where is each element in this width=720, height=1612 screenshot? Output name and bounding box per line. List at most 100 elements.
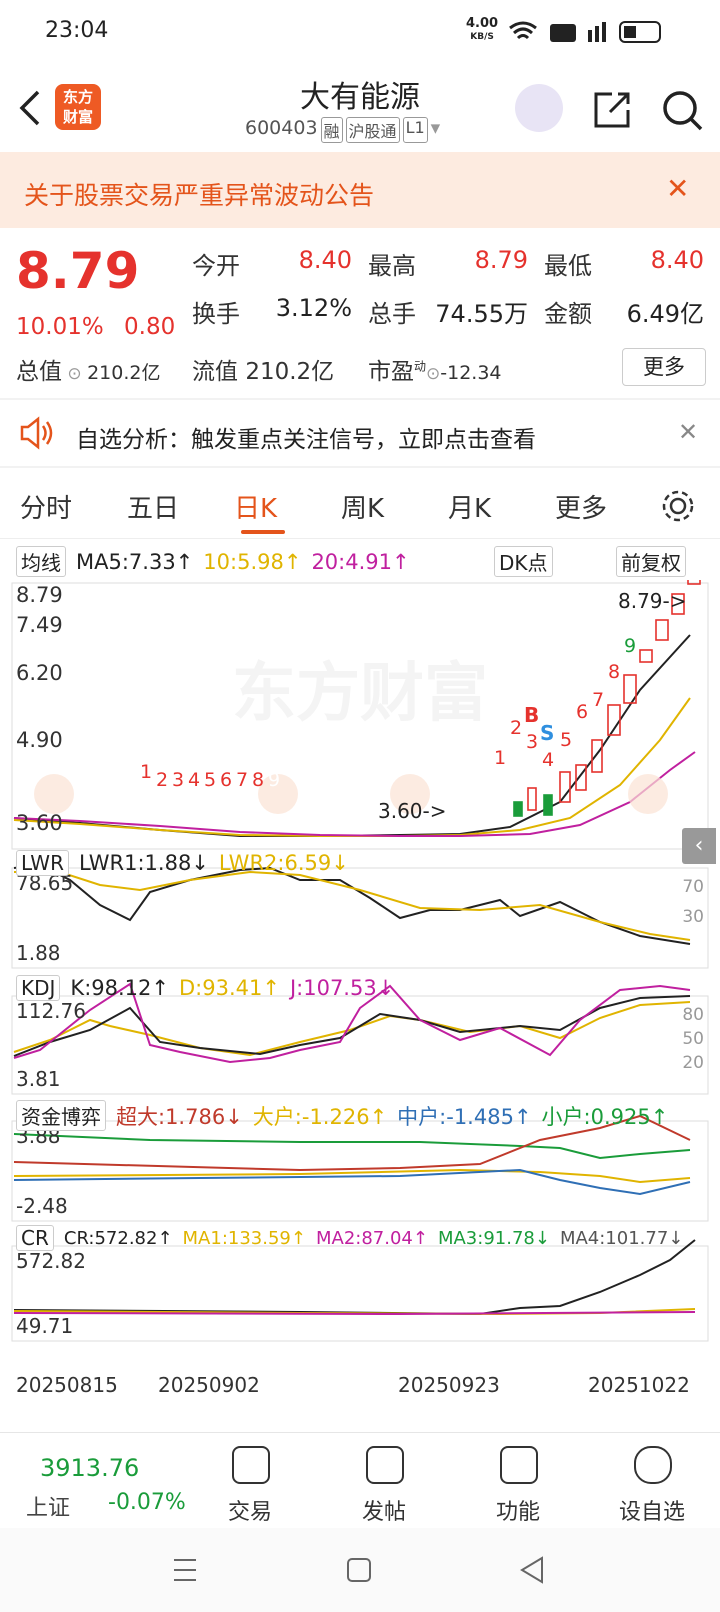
dk-button[interactable]: DK点 bbox=[494, 546, 553, 577]
speed-unit: KB/S bbox=[470, 32, 494, 42]
nav-icon bbox=[232, 1446, 270, 1484]
panel-item: 中户:-1.485↑ bbox=[397, 1104, 532, 1129]
field-value: 74.55万 bbox=[435, 300, 528, 328]
index-change: -0.07% bbox=[108, 1490, 186, 1515]
tab-underline bbox=[241, 530, 285, 534]
fund-small bbox=[13, 1133, 691, 1160]
panel-selector[interactable]: CR bbox=[16, 1225, 54, 1251]
panel-item: LWR2:6.59↓ bbox=[218, 851, 349, 875]
notice: 关于股票交易严重异常波动公告 bbox=[24, 181, 375, 210]
date-label: 20250923 bbox=[398, 1373, 500, 1397]
fq-button[interactable]: 前复权 bbox=[616, 546, 686, 577]
panel-item: 小户:0.925↑ bbox=[541, 1104, 669, 1129]
panel-right-label: 70 bbox=[682, 877, 704, 897]
nav-icon bbox=[634, 1446, 672, 1484]
nine-seq: 5 bbox=[204, 769, 216, 791]
lwr1 bbox=[13, 863, 691, 945]
last-label: 8.79-> bbox=[618, 589, 687, 613]
logo[interactable]: 东方 财富 bbox=[55, 84, 101, 130]
more-button[interactable]: 更多 bbox=[622, 348, 706, 386]
tab[interactable]: 更多 bbox=[555, 494, 608, 524]
fund-mid bbox=[13, 1168, 691, 1196]
panel-left-label: -2.48 bbox=[16, 1194, 68, 1218]
nav-label[interactable]: 发帖 bbox=[361, 1500, 406, 1525]
field-value: 8.79 bbox=[474, 246, 528, 274]
nav-prev[interactable] bbox=[390, 774, 430, 814]
panel-header: KDJ K:98.12↑ D:93.41↑ J:107.53↓ bbox=[16, 975, 394, 1001]
panel-header: CR CR:572.82↑ MA1:133.59↑ MA2:87.04↑ MA3:91.… bbox=[16, 1225, 683, 1251]
tab[interactable]: 周K bbox=[341, 494, 385, 524]
nine-seq: 2 bbox=[510, 717, 522, 739]
candles bbox=[513, 580, 701, 817]
nine-seq: 8 bbox=[608, 661, 620, 683]
nine-seq: 6 bbox=[220, 769, 232, 791]
sup: 动 bbox=[414, 359, 427, 374]
logo-text: 财富 bbox=[62, 108, 93, 126]
panel-selector[interactable]: KDJ bbox=[16, 975, 61, 1001]
nav-icon bbox=[500, 1446, 538, 1484]
field-value: 8.40 bbox=[298, 246, 352, 274]
field-label: 今开 bbox=[192, 252, 240, 280]
nav-label[interactable]: 设自选 bbox=[618, 1500, 685, 1525]
panel-frame bbox=[11, 1120, 709, 1222]
panel-right-label: 50 bbox=[682, 1029, 704, 1049]
tag: 沪股通 bbox=[345, 117, 400, 143]
panel-left-label: 3.81 bbox=[16, 1067, 61, 1091]
main-frame bbox=[11, 582, 709, 850]
tab[interactable]: 日K bbox=[234, 494, 278, 524]
stock-code-row: 600403 融沪股通 L1 ▾ bbox=[245, 117, 441, 143]
pe: 市盈动⊙-12.34 bbox=[368, 359, 502, 385]
settings[interactable] bbox=[660, 488, 700, 528]
analysis[interactable]: 自选分析：触发重点关注信号，立即点击查看 bbox=[76, 427, 536, 453]
nine-seq: 4 bbox=[542, 749, 554, 771]
speaker bbox=[20, 416, 53, 450]
field-value: 6.49亿 bbox=[626, 300, 704, 328]
change-pct: 10.01% bbox=[16, 314, 104, 340]
collapse[interactable]: ‹ bbox=[682, 828, 716, 864]
panel-selector[interactable]: LWR bbox=[16, 850, 69, 876]
divider bbox=[0, 398, 720, 400]
tab[interactable]: 月K bbox=[448, 494, 492, 524]
date-label: 20251022 bbox=[588, 1373, 690, 1397]
nav-label[interactable]: 功能 bbox=[495, 1500, 540, 1525]
panel-frame bbox=[11, 867, 709, 969]
panel-right-label: 20 bbox=[682, 1053, 704, 1073]
back[interactable] bbox=[14, 88, 44, 128]
kdj-k bbox=[13, 995, 691, 1057]
panel-item: MA4:101.77↓ bbox=[559, 1227, 684, 1249]
speed: 4.00 bbox=[466, 16, 499, 31]
nav-label[interactable]: 交易 bbox=[227, 1500, 272, 1525]
nine-seq: 9 bbox=[624, 635, 636, 657]
float-value: 流值 210.2亿 bbox=[192, 352, 334, 386]
panel-item: MA3:91.78↓ bbox=[437, 1227, 550, 1249]
nav-left[interactable] bbox=[34, 774, 74, 814]
low-label: 3.60-> bbox=[378, 799, 447, 823]
tab[interactable]: 五日 bbox=[127, 494, 180, 524]
system-buttons bbox=[174, 1556, 543, 1584]
panel-item: K:98.12↑ bbox=[70, 976, 169, 1000]
fund-big bbox=[13, 1168, 691, 1184]
label: 总值 bbox=[16, 359, 62, 385]
nine-seq: 3 bbox=[172, 769, 184, 791]
panel-item: D:93.41↑ bbox=[178, 976, 280, 1000]
analysis-close[interactable]: ✕ bbox=[678, 418, 699, 446]
ma-selector[interactable]: 均线 bbox=[16, 546, 66, 577]
nav-mid[interactable] bbox=[258, 774, 298, 814]
nine-seq: 4 bbox=[188, 769, 200, 791]
value: -12.34 bbox=[440, 362, 502, 384]
assistant[interactable] bbox=[515, 84, 563, 132]
panel-item: MA2:87.04↑ bbox=[315, 1227, 428, 1249]
zoom[interactable] bbox=[628, 774, 668, 814]
field-label: 最高 bbox=[368, 252, 416, 280]
kdj-d bbox=[13, 1001, 691, 1057]
ma-item: 20:4.91↑ bbox=[311, 549, 410, 574]
tab[interactable]: 分时 bbox=[20, 494, 73, 524]
divider bbox=[0, 466, 720, 468]
panel-selector[interactable]: 资金博弈 bbox=[16, 1100, 106, 1131]
ma-row: 均线 MA5:7.33↑ 10:5.98↑ 20:4.91↑ bbox=[16, 546, 410, 577]
notice-close[interactable]: ✕ bbox=[666, 172, 690, 205]
nine-seq: 5 bbox=[560, 729, 572, 751]
system-nav bbox=[0, 1528, 720, 1612]
notice-bar[interactable] bbox=[0, 152, 720, 228]
